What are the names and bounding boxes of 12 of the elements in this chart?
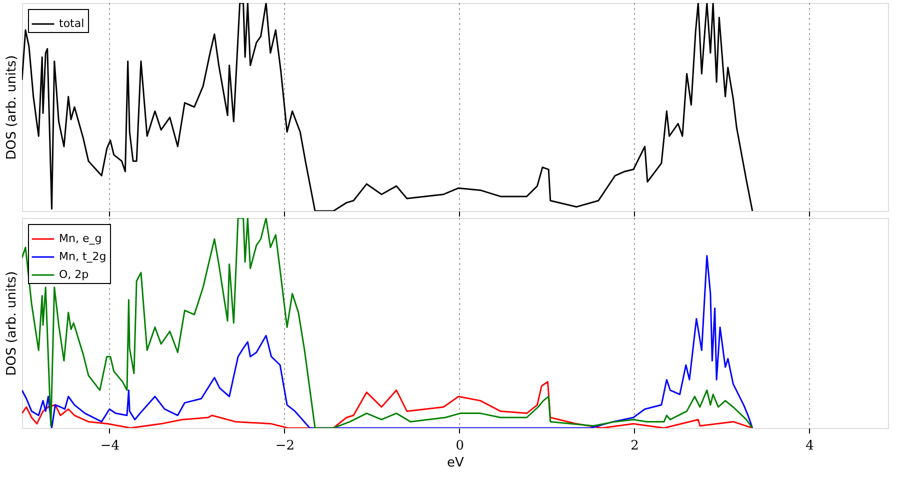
x-tick-label: −4	[100, 438, 120, 454]
x-tick-label: 4	[806, 438, 814, 454]
legend-label: Mn, t_2g	[59, 250, 106, 263]
y-axis-title: DOS (arb. units)	[4, 55, 20, 160]
legend-label: O, 2p	[59, 268, 89, 281]
x-tick-label: −2	[275, 438, 295, 454]
legend-label: Mn, e_g	[59, 232, 102, 245]
x-tick-label: 2	[630, 438, 639, 454]
y-axis-title: DOS (arb. units)	[4, 271, 20, 376]
legend-label: total	[59, 17, 84, 30]
x-axis-title: eV	[447, 456, 464, 470]
x-tick-label: 0	[456, 438, 464, 454]
